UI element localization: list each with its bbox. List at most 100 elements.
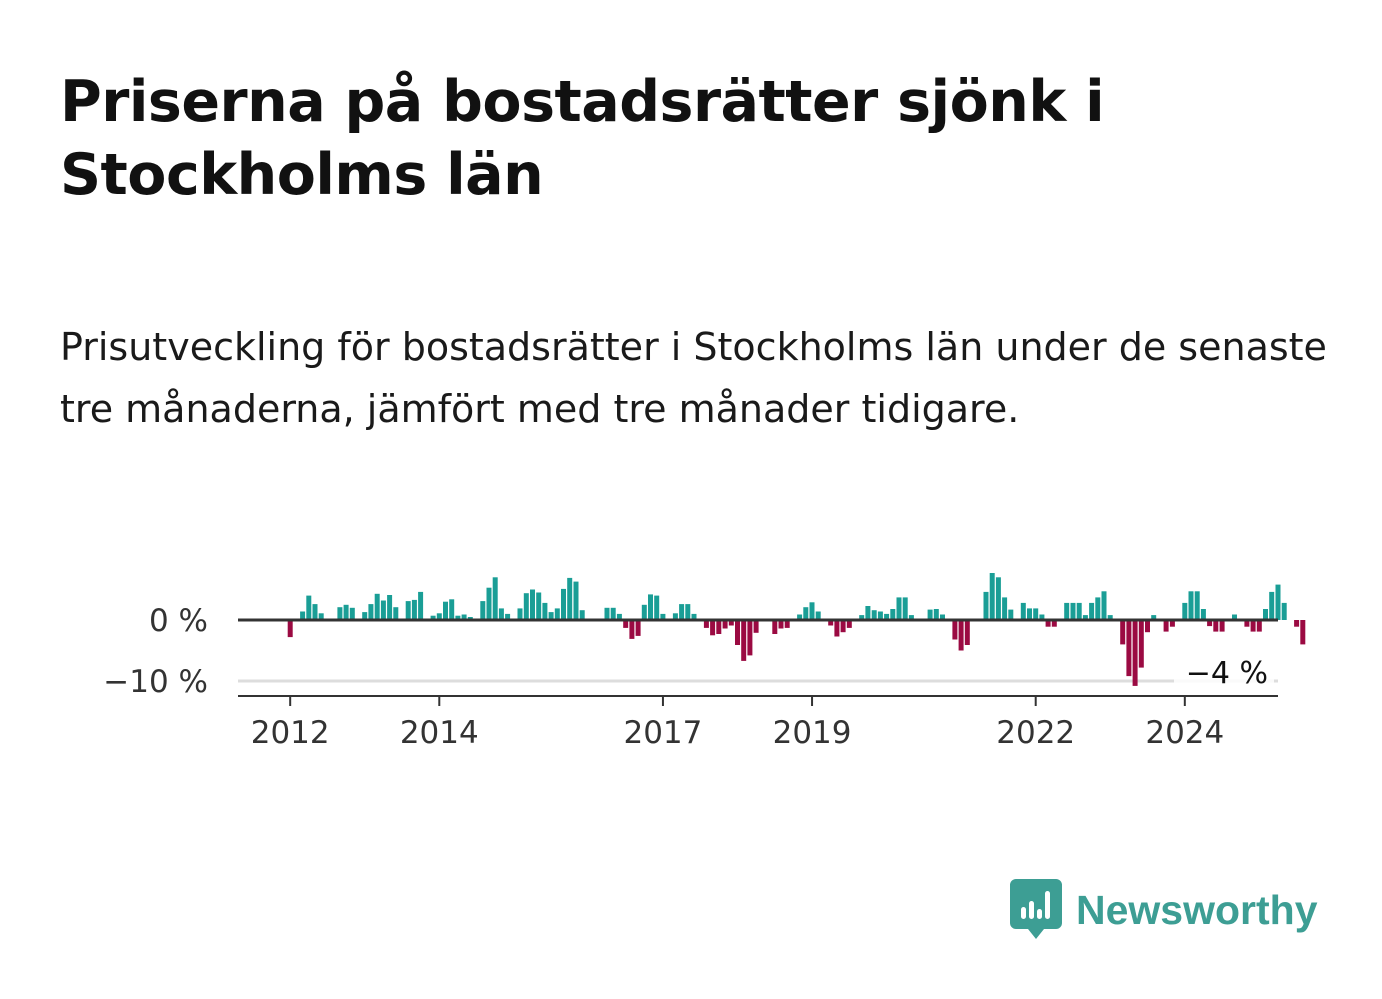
x-tick-label: 2024 bbox=[1145, 715, 1224, 751]
bar bbox=[964, 620, 970, 645]
bar bbox=[480, 601, 486, 620]
bar bbox=[902, 597, 908, 620]
bar bbox=[1076, 602, 1082, 620]
bar bbox=[1101, 591, 1107, 620]
bar bbox=[846, 620, 852, 628]
bar bbox=[616, 613, 622, 620]
bar bbox=[387, 595, 393, 620]
bar bbox=[573, 581, 579, 620]
bar bbox=[691, 613, 697, 620]
bar bbox=[1269, 591, 1275, 620]
bar bbox=[983, 591, 989, 620]
bar bbox=[716, 620, 722, 634]
bar bbox=[1200, 609, 1206, 620]
x-tick-label: 2014 bbox=[400, 715, 479, 751]
bar bbox=[362, 612, 368, 620]
bar bbox=[803, 607, 809, 620]
bar bbox=[1064, 602, 1070, 620]
axes bbox=[238, 618, 1278, 706]
bar bbox=[368, 604, 374, 620]
bar bbox=[443, 601, 448, 620]
bar bbox=[461, 614, 467, 620]
last-value-label-bg bbox=[1174, 653, 1274, 691]
bar bbox=[579, 610, 585, 620]
bar bbox=[1045, 620, 1051, 627]
bar bbox=[561, 588, 566, 620]
bar bbox=[629, 620, 635, 639]
bar bbox=[1039, 614, 1045, 620]
bar bbox=[672, 613, 678, 620]
bar bbox=[927, 609, 933, 620]
bar bbox=[728, 620, 734, 626]
bar bbox=[1275, 584, 1281, 620]
bar bbox=[1051, 620, 1057, 627]
bar bbox=[828, 620, 834, 626]
bar bbox=[815, 611, 821, 620]
bar bbox=[809, 602, 815, 620]
bar bbox=[871, 610, 877, 620]
bar bbox=[747, 620, 753, 656]
bar bbox=[1020, 602, 1026, 620]
bar bbox=[405, 601, 411, 620]
bar bbox=[1163, 620, 1169, 632]
labels: 0 % −10 % 2012 2014 2017 2019 2022 2024 −4 % bbox=[103, 603, 1274, 751]
bar bbox=[1256, 620, 1262, 632]
bar bbox=[890, 609, 896, 620]
bar bbox=[1169, 620, 1175, 627]
chart-subtitle: Prisutveckling för bostadsrätter i Stock… bbox=[60, 325, 1327, 431]
bar bbox=[772, 620, 778, 634]
bar bbox=[884, 613, 890, 620]
bar bbox=[1281, 602, 1287, 620]
bar bbox=[349, 607, 355, 620]
bar bbox=[1263, 609, 1268, 620]
bar bbox=[306, 595, 312, 620]
bar bbox=[648, 594, 653, 620]
bar bbox=[778, 620, 784, 629]
x-tick-label: 2017 bbox=[623, 715, 702, 751]
bar bbox=[1027, 608, 1032, 620]
bar bbox=[1008, 609, 1014, 620]
bar bbox=[536, 592, 542, 620]
bar bbox=[940, 614, 945, 620]
bar bbox=[958, 620, 964, 651]
bar bbox=[393, 607, 399, 620]
bar bbox=[1300, 620, 1306, 645]
bar bbox=[1126, 620, 1132, 677]
bar bbox=[567, 577, 573, 620]
bar bbox=[312, 604, 318, 620]
bar bbox=[1194, 591, 1200, 620]
bar bbox=[380, 600, 386, 620]
bar bbox=[1070, 602, 1076, 620]
bar bbox=[840, 620, 846, 633]
bar bbox=[337, 607, 343, 620]
bar bbox=[703, 620, 709, 628]
newsworthy-icon bbox=[1010, 879, 1062, 939]
bar bbox=[318, 613, 324, 620]
brand-name: Newsworthy bbox=[1076, 886, 1318, 933]
bar bbox=[877, 611, 883, 620]
bar bbox=[1089, 602, 1095, 620]
bar bbox=[554, 608, 560, 620]
bar bbox=[722, 620, 728, 629]
bar bbox=[418, 591, 424, 620]
bar bbox=[741, 620, 747, 661]
bar bbox=[933, 609, 939, 620]
bar bbox=[1213, 620, 1219, 632]
bar bbox=[1107, 615, 1113, 620]
bar bbox=[654, 595, 660, 620]
bar bbox=[660, 613, 666, 620]
bar bbox=[486, 587, 492, 620]
bar bbox=[343, 604, 349, 621]
bar bbox=[1082, 615, 1088, 620]
bar bbox=[735, 620, 740, 645]
bar bbox=[610, 607, 616, 620]
bar bbox=[455, 615, 461, 620]
bar bbox=[542, 602, 548, 620]
bar bbox=[753, 620, 759, 633]
bar bbox=[989, 573, 995, 620]
bar bbox=[679, 604, 685, 620]
bar bbox=[834, 620, 840, 637]
bar bbox=[548, 612, 554, 620]
bar bbox=[995, 577, 1001, 620]
bar bbox=[1145, 620, 1150, 633]
